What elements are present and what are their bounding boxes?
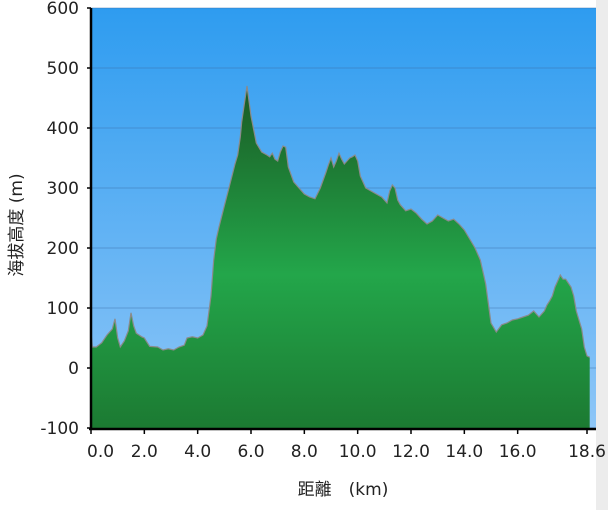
x-tick-label: 18.6 [568, 442, 606, 462]
right-edge-strip [596, 0, 608, 510]
y-tick-label: -100 [40, 419, 79, 439]
y-tick-label: 500 [47, 59, 79, 79]
y-tick-label: 400 [47, 119, 79, 139]
x-tick-label: 6.0 [237, 442, 264, 462]
y-ticks: -100 0 100 200 300 400 500 600 [40, 0, 91, 439]
x-ticks: 0.0 2.0 4.0 6.0 8.0 10.0 12.0 14.0 16.0 18.6 [87, 428, 606, 462]
x-tick-label: 12.0 [392, 442, 430, 462]
x-tick-label: 2.0 [131, 442, 158, 462]
elevation-area [91, 86, 590, 428]
y-tick-label: 200 [47, 239, 79, 259]
x-tick-label: 10.0 [339, 442, 377, 462]
x-tick-label: 14.0 [445, 442, 483, 462]
x-tick-label: 16.0 [499, 442, 537, 462]
x-tick-label: 8.0 [291, 442, 318, 462]
elevation-line [90, 85, 590, 358]
y-tick-label: 100 [47, 299, 79, 319]
x-tick-label: 4.0 [184, 442, 211, 462]
x-tick-label: 0.0 [87, 442, 114, 462]
y-axis-title: 海拔高度 (m) [7, 173, 27, 276]
y-tick-label: 300 [47, 179, 79, 199]
x-axis-title: 距離 (km) [298, 480, 389, 500]
y-tick-label: 600 [47, 0, 79, 19]
y-tick-label: 0 [68, 359, 79, 379]
axes [89, 8, 596, 431]
